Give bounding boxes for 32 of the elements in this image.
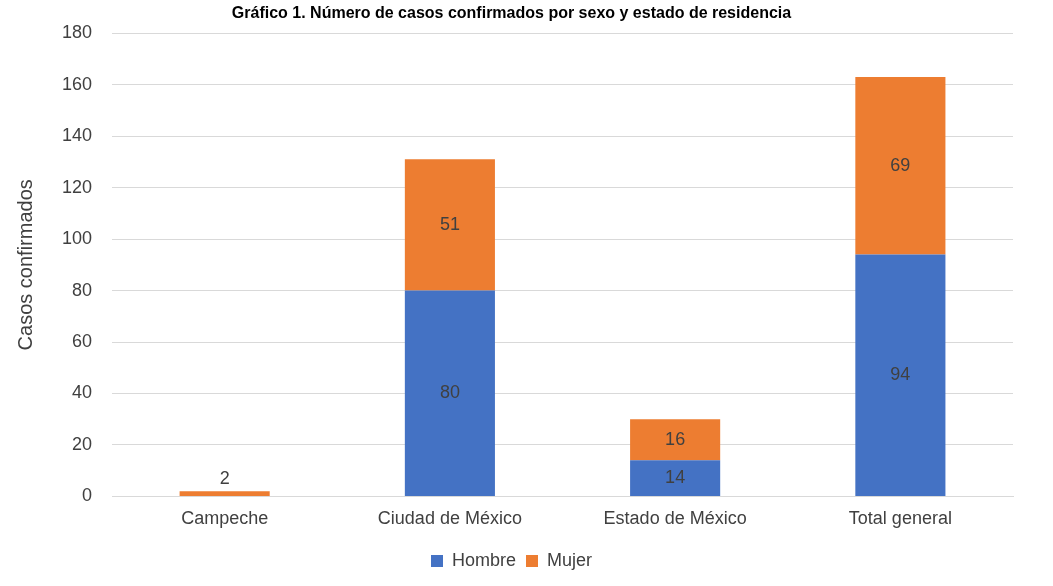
bar [404, 290, 495, 496]
y-tick-label: 160 [61, 73, 93, 94]
data-label: 69 [890, 154, 911, 175]
y-tick-label: 140 [61, 125, 93, 146]
bar [179, 491, 270, 496]
y-tick-label: 120 [61, 176, 93, 197]
y-tick-label: 180 [61, 22, 93, 43]
data-label: 51 [439, 213, 460, 234]
x-tick-label: Total general [848, 508, 952, 529]
y-tick-label: 0 [82, 485, 93, 506]
legend-label: Hombre [451, 549, 517, 570]
data-label: 14 [665, 467, 686, 488]
y-tick-label: 100 [61, 228, 93, 249]
bar [630, 419, 721, 461]
chart-title: Gráfico 1. Número de casos confirmados por sexo y estado de residencia [231, 4, 792, 22]
x-tick-label: Campeche [181, 508, 269, 529]
x-tick-label: Ciudad de México [377, 508, 522, 529]
bar [630, 460, 721, 496]
y-tick-label: 40 [72, 382, 93, 403]
y-tick-label: 80 [72, 279, 93, 300]
x-tick-label: Estado de México [603, 508, 747, 529]
bar [404, 159, 495, 291]
data-label: 2 [219, 468, 230, 489]
data-label: 80 [439, 382, 460, 403]
y-tick-label: 20 [72, 433, 93, 454]
bar [855, 76, 946, 255]
y-tick-label: 60 [72, 330, 93, 351]
y-axis-title: Casos confirmados [13, 179, 36, 351]
bar [855, 254, 946, 496]
data-label: 94 [890, 364, 911, 385]
data-label: 16 [665, 428, 686, 449]
legend-label: Mujer [547, 549, 593, 570]
